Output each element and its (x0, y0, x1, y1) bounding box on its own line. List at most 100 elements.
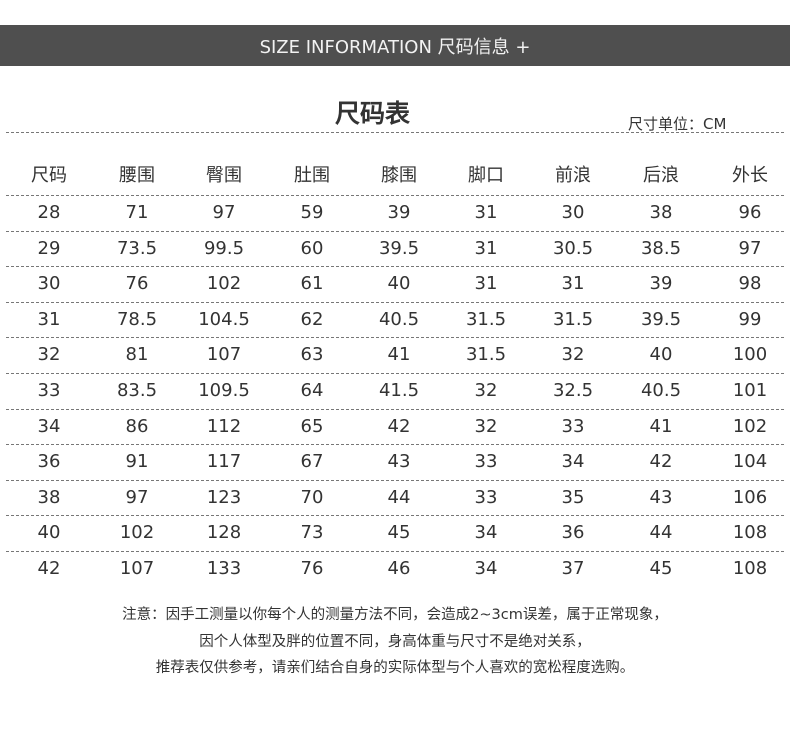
row-divider (6, 231, 784, 232)
row-divider (6, 480, 784, 481)
table-cell: 31.5 (552, 308, 594, 330)
table-cell: 107 (119, 558, 155, 579)
table-cell: 42 (387, 415, 411, 437)
table-cell: 106 (732, 486, 768, 508)
table-cell: 108 (732, 558, 768, 579)
table-title: 尺码表 (334, 99, 410, 128)
table-cell: 76 (125, 273, 149, 295)
table-cell: 60 (300, 237, 324, 259)
row-divider (6, 266, 784, 267)
column-header: 臀围 (206, 165, 242, 186)
table-cell: 101 (732, 380, 768, 401)
table-cell: 109.5 (198, 380, 250, 401)
table-cell: 40 (649, 344, 673, 366)
table-cell: 112 (206, 415, 242, 437)
table-cell: 102 (206, 273, 242, 295)
table-cell: 73 (300, 522, 324, 544)
note-line: 因个人体型及胖的位置不同，身高体重与尺寸不是绝对关系， (199, 634, 591, 650)
table-cell: 71 (125, 202, 149, 223)
table-cell: 31 (474, 237, 498, 259)
note-line: 推荐表仅供参考，请亲们结合自身的实际体型与个人喜欢的宽松程度选购。 (155, 660, 635, 676)
table-cell: 62 (300, 308, 324, 330)
row-divider (6, 444, 784, 445)
table-cell: 45 (387, 522, 411, 544)
table-cell: 40 (387, 273, 411, 295)
banner-title: SIZE INFORMATION 尺码信息 + (259, 36, 531, 58)
table-cell: 34 (37, 415, 61, 437)
table-cell: 40 (37, 522, 61, 544)
table-cell: 34 (561, 451, 585, 473)
table-cell: 38 (37, 486, 61, 508)
table-cell: 100 (732, 344, 768, 366)
table-cell: 64 (300, 380, 324, 401)
table-cell: 133 (206, 558, 242, 579)
table-cell: 102 (732, 415, 768, 437)
table-row: 40 102 128 73 45 34 36 44 108 (0, 515, 790, 551)
table-cell: 123 (206, 486, 242, 508)
table-cell: 33 (474, 486, 498, 508)
table-cell: 78.5 (116, 308, 158, 330)
note-line: 注意：因手工测量以你每个人的测量方法不同，会造成2~3cm误差，属于正常现象， (122, 607, 668, 623)
table-cell: 34 (474, 522, 498, 544)
table-row: 42 107 133 76 46 34 37 45 108 (0, 551, 790, 587)
table-cell: 41.5 (378, 380, 420, 401)
table-cell: 42 (649, 451, 673, 473)
table-row: 32 81 107 63 41 31.5 32 40 100 (0, 337, 790, 373)
row-divider (6, 337, 784, 338)
table-cell: 108 (732, 522, 768, 544)
table-cell: 44 (649, 522, 673, 544)
table-cell: 39.5 (378, 237, 420, 259)
table-cell: 43 (387, 451, 411, 473)
column-header: 后浪 (643, 165, 679, 186)
table-cell: 97 (738, 237, 762, 259)
table-cell: 73.5 (116, 237, 158, 259)
table-cell: 38 (649, 202, 673, 223)
column-header: 腰围 (119, 165, 155, 186)
table-cell: 99.5 (203, 237, 245, 259)
column-header: 前浪 (555, 165, 591, 186)
unit-label: 尺寸单位：CM (628, 115, 727, 133)
table-cell: 28 (37, 202, 61, 223)
table-cell: 117 (206, 451, 242, 473)
column-header: 膝围 (381, 165, 417, 186)
table-cell: 104 (732, 451, 768, 473)
table-cell: 31 (37, 308, 61, 330)
table-cell: 29 (37, 237, 61, 259)
table-cell: 128 (206, 522, 242, 544)
table-cell: 30.5 (552, 237, 594, 259)
table-cell: 61 (300, 273, 324, 295)
table-cell: 81 (125, 344, 149, 366)
row-divider (6, 551, 784, 552)
table-cell: 86 (125, 415, 149, 437)
header-row: 尺码 腰围 臀围 肚围 膝围 脚口 前浪 后浪 外长 (0, 158, 790, 194)
table-row: 28 71 97 59 39 31 30 38 96 (0, 195, 790, 231)
row-divider (6, 302, 784, 303)
table-cell: 59 (300, 202, 324, 223)
table-cell: 44 (387, 486, 411, 508)
table-cell: 97 (212, 202, 236, 223)
table-cell: 40.5 (378, 308, 420, 330)
table-cell: 102 (119, 522, 155, 544)
table-cell: 70 (300, 486, 324, 508)
table-cell: 107 (206, 344, 242, 366)
table-cell: 91 (125, 451, 149, 473)
divider (6, 132, 784, 133)
table-cell: 33 (561, 415, 585, 437)
table-row: 31 78.5 104.5 62 40.5 31.5 31.5 39.5 99 (0, 302, 790, 338)
table-cell: 40.5 (640, 380, 682, 401)
table-cell: 31 (474, 273, 498, 295)
table-cell: 67 (300, 451, 324, 473)
table-cell: 97 (125, 486, 149, 508)
table-cell: 37 (561, 558, 585, 579)
table-row: 30 76 102 61 40 31 31 39 98 (0, 266, 790, 302)
table-cell: 83.5 (116, 380, 158, 401)
table-cell: 31.5 (465, 344, 507, 366)
table-cell: 36 (561, 522, 585, 544)
table-row: 38 97 123 70 44 33 35 43 106 (0, 480, 790, 516)
table-cell: 31 (561, 273, 585, 295)
table-cell: 39 (649, 273, 673, 295)
table-cell: 76 (300, 558, 324, 579)
table-cell: 33 (474, 451, 498, 473)
table-cell: 30 (37, 273, 61, 295)
